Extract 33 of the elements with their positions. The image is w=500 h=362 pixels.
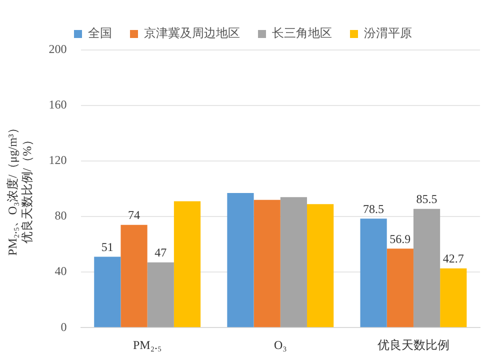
- bar: [440, 268, 467, 328]
- x-tick-label: O₃: [274, 338, 287, 352]
- data-label: 85.5: [416, 192, 438, 206]
- legend-label: 汾渭平原: [364, 26, 412, 40]
- bar: [174, 201, 201, 328]
- y-tick-label: 0: [60, 320, 67, 334]
- bar: [307, 204, 334, 328]
- legend-label: 全国: [88, 26, 112, 40]
- y-tick-label: 40: [54, 264, 67, 278]
- y-tick-label: 160: [48, 98, 67, 112]
- data-label: 51: [101, 240, 114, 254]
- legend-label: 京津冀及周边地区: [144, 26, 240, 40]
- bar: [386, 248, 414, 328]
- bar: [280, 197, 308, 328]
- data-label: 42.7: [442, 251, 464, 266]
- legend-label: 长三角地区: [272, 26, 332, 40]
- data-label: 56.9: [390, 232, 411, 246]
- bar: [120, 224, 148, 328]
- bar: [147, 262, 174, 328]
- data-label: 74: [128, 208, 140, 222]
- data-label: 78.5: [363, 202, 384, 216]
- y-tick-label: 120: [48, 153, 67, 168]
- y-axis-title: PM₂.₅、O₃浓度/（μg/m³）优良天数比例/（%）: [5, 122, 34, 256]
- bar: [413, 208, 440, 328]
- data-label: 47: [154, 246, 167, 260]
- bar: [360, 218, 387, 328]
- bar: [94, 256, 121, 328]
- bar: [254, 200, 280, 328]
- y-tick-label: 80: [54, 208, 67, 223]
- y-tick-label: 200: [48, 42, 67, 56]
- x-tick-label: PM₂.₅: [132, 338, 162, 352]
- bar: [227, 192, 254, 328]
- x-tick-label: 优良天数比例: [377, 338, 450, 352]
